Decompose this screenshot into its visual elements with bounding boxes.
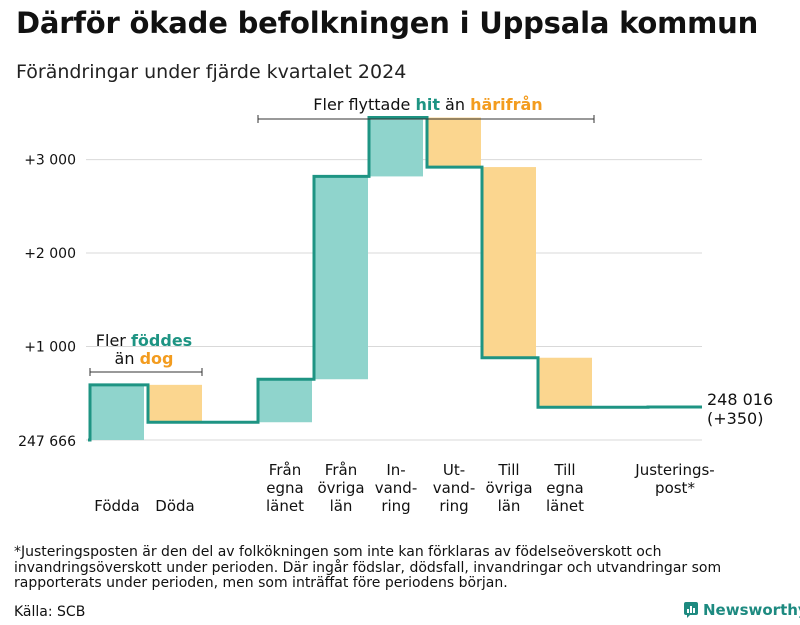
waterfall-chart: +1 000 +2 000 +3 000 247 666 248 016(+350) Fö… xyxy=(18,95,773,515)
annotation-migration: Fler flyttade hit än härifrån xyxy=(313,95,542,114)
x-category-label: ring xyxy=(381,497,410,515)
x-category-label: post* xyxy=(655,479,695,497)
bar-utvandring xyxy=(427,117,481,168)
bar-till-övriga-län xyxy=(482,167,536,358)
chart-title: Därför ökade befolkningen i Uppsala komm… xyxy=(16,6,759,40)
x-category-label: Från xyxy=(325,461,357,479)
x-category-label: Ut- xyxy=(443,461,465,479)
annotation-accent-died: dog xyxy=(140,349,174,368)
x-category-label: Döda xyxy=(155,497,194,515)
newsworthy-icon xyxy=(684,602,698,618)
annotation-text: än xyxy=(440,95,470,114)
x-category-label: Födda xyxy=(94,497,140,515)
x-category-label: egna xyxy=(266,479,303,497)
x-category-label: Justerings- xyxy=(634,461,714,479)
bar-födda xyxy=(90,384,144,440)
x-category-label: In- xyxy=(386,461,405,479)
x-category-label: länet xyxy=(266,497,304,515)
y-tick-label: +2 000 xyxy=(24,246,76,262)
bar-invandring xyxy=(369,117,423,177)
cumulative-step-line xyxy=(88,116,702,442)
start-value-label: 247 666 xyxy=(18,434,76,450)
brand-name: Newsworthy xyxy=(703,601,800,619)
annotation-accent-hit: hit xyxy=(415,95,440,114)
annotation-births-line2: än dog xyxy=(115,349,174,368)
x-category-label: län xyxy=(498,497,521,515)
bar-från-övriga-län xyxy=(314,176,368,380)
x-category-label: län xyxy=(330,497,353,515)
annotation-text: än xyxy=(115,349,140,368)
y-tick-label: +3 000 xyxy=(24,153,76,169)
brand-logo: Newsworthy xyxy=(684,601,800,619)
annotation-text: Fler flyttade xyxy=(313,95,415,114)
bar-döda xyxy=(148,384,202,423)
source-label: Källa: SCB xyxy=(14,604,86,620)
x-category-label: ring xyxy=(439,497,468,515)
end-change-label: (+350) xyxy=(707,409,763,428)
bar-från-egna-länet xyxy=(258,379,312,423)
footnote: *Justeringsposten är den del av folkökni… xyxy=(14,544,722,591)
x-category-label: länet xyxy=(546,497,584,515)
x-category-label: vand- xyxy=(433,479,476,497)
x-category-label: övriga xyxy=(317,479,364,497)
annotation-births-line1: Fler föddes xyxy=(96,331,192,350)
bar-till-egna-länet xyxy=(538,357,592,408)
x-category-label: vand- xyxy=(375,479,418,497)
x-category-label: Till xyxy=(553,461,575,479)
annotation-accent-born: föddes xyxy=(131,331,192,350)
annotation-accent-harifran: härifrån xyxy=(470,95,543,114)
x-category-label: Till xyxy=(497,461,519,479)
x-category-label: Från xyxy=(269,461,301,479)
y-tick-label: +1 000 xyxy=(24,340,76,356)
x-category-label: egna xyxy=(546,479,583,497)
x-category-label: övriga xyxy=(485,479,532,497)
end-value-label: 248 016 xyxy=(707,390,773,409)
annotation-text: Fler xyxy=(96,331,131,350)
chart-subtitle: Förändringar under fjärde kvartalet 2024 xyxy=(16,61,407,83)
